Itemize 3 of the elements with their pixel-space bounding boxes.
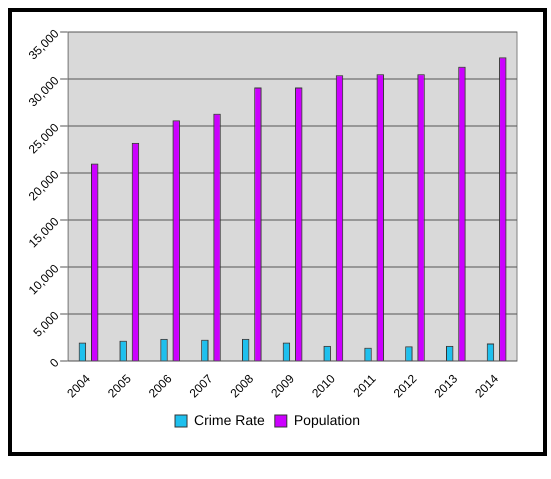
legend-label: Crime Rate (194, 412, 266, 428)
legend-label: Population (294, 412, 360, 428)
y-tick-label: 0 (46, 355, 62, 370)
